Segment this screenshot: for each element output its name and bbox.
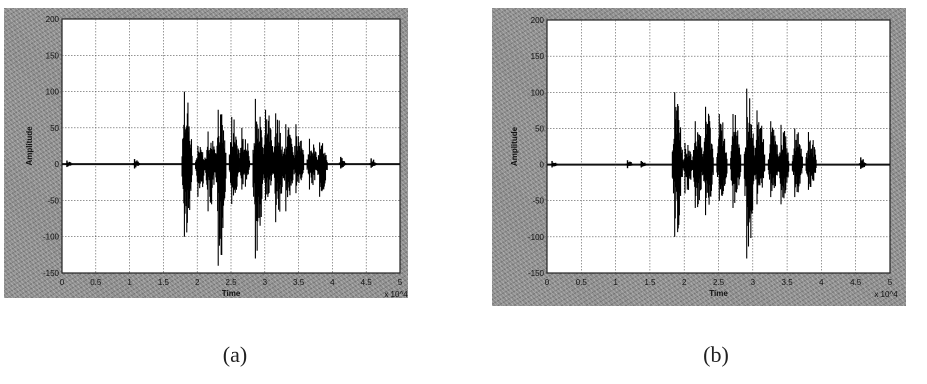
- x-tick-label: 4.5: [850, 278, 862, 287]
- waveform-burst: [316, 142, 328, 197]
- waveform-burst: [369, 158, 377, 168]
- chart-panel-a: 0 0.5 1 1.5 2 2.5 3 3.5 4 4.5 5 200 150 100 50 0 -50 -100…: [4, 8, 408, 299]
- y-axis-label: Amplitude: [25, 126, 34, 166]
- chart-panel-b: 0 0.5 1 1.5 2 2.5 3 3.5 4 4.5 5 200 150 100 50 0 -50 -100…: [492, 8, 906, 306]
- waveform-burst: [858, 157, 867, 169]
- waveform-burst: [625, 160, 634, 169]
- waveform-burst: [132, 159, 141, 169]
- waveform-burst: [338, 156, 347, 169]
- y-tick-label: -100: [43, 233, 60, 242]
- waveform-burst: [743, 88, 755, 259]
- x-tick-label: 4.5: [361, 278, 373, 287]
- waveform-burst: [716, 113, 728, 201]
- x-tick-label: 1.5: [644, 278, 656, 287]
- waveform-burst: [306, 138, 318, 190]
- x-tick-label: 2: [195, 278, 200, 287]
- waveform-plot-a: 0 0.5 1 1.5 2 2.5 3 3.5 4 4.5 5 200 150 100 50 0 -50 -100…: [25, 15, 408, 299]
- waveform-burst: [791, 128, 803, 198]
- y-tick-label: 200: [531, 16, 545, 25]
- x-tick-label: 1: [127, 278, 132, 287]
- waveform-plot-b: 0 0.5 1 1.5 2 2.5 3 3.5 4 4.5 5 200 150 100 50 0 -50 -100…: [510, 16, 898, 299]
- waveform-burst: [805, 132, 817, 190]
- y-tick-label: -150: [43, 269, 60, 278]
- waveform-burst: [181, 91, 193, 237]
- x-tick-label: 0: [545, 278, 550, 287]
- x-tick-label: 1: [613, 278, 618, 287]
- caption-b: (b): [703, 342, 729, 367]
- waveform-burst: [702, 106, 714, 216]
- y-tick-label: 100: [46, 88, 60, 97]
- y-axis-label: Amplitude: [510, 126, 519, 166]
- x-axis-label: Time: [709, 289, 728, 298]
- caption-a: (a): [222, 342, 248, 367]
- y-tick-label: 0: [55, 160, 60, 169]
- x-tick-label: 0: [60, 278, 65, 287]
- waveform-burst: [778, 124, 790, 205]
- x-tick-label: 5: [888, 278, 893, 287]
- waveform-burst: [671, 92, 683, 237]
- x-tick-label: 2.5: [713, 278, 725, 287]
- waveform-burst: [682, 142, 694, 194]
- waveform-burst: [293, 124, 305, 194]
- x-tick-label: 0.5: [576, 278, 588, 287]
- waveform-burst: [639, 160, 647, 168]
- y-tick-label: -50: [532, 197, 544, 206]
- waveform-burst: [730, 113, 742, 208]
- waveform-burst: [767, 121, 779, 198]
- x-tick-label: 3.5: [782, 278, 794, 287]
- x-tick-label: 4: [330, 278, 335, 287]
- y-tick-label: 50: [535, 124, 544, 133]
- waveform-burst: [205, 131, 217, 212]
- x-tick-label: 2: [682, 278, 687, 287]
- waveform-burst: [550, 160, 558, 168]
- waveform-burst: [65, 160, 73, 168]
- y-tick-label: 150: [531, 52, 545, 61]
- y-tick-label: 100: [531, 88, 545, 97]
- x-tick-label: 0.5: [90, 278, 102, 287]
- y-tick-label: -150: [528, 269, 545, 278]
- waveform-burst: [215, 109, 227, 266]
- waveform-burst: [238, 127, 251, 190]
- x-tick-label: 2.5: [225, 278, 237, 287]
- waveform-burst: [228, 116, 240, 205]
- x-multiplier-label: x 10^4: [874, 290, 898, 299]
- x-tick-label: 4: [819, 278, 824, 287]
- y-tick-label: 150: [46, 51, 60, 60]
- y-tick-label: -100: [528, 233, 545, 242]
- y-tick-label: 50: [50, 124, 59, 133]
- waveform-burst: [195, 146, 207, 197]
- x-tick-label: 3.5: [293, 278, 305, 287]
- y-tick-label: 0: [540, 161, 545, 170]
- x-tick-label: 3: [751, 278, 756, 287]
- waveform-burst: [754, 110, 766, 205]
- y-tick-label: -50: [47, 196, 59, 205]
- y-tick-label: 200: [46, 15, 60, 24]
- x-multiplier-label: x 10^4: [384, 290, 408, 299]
- x-tick-label: 3: [263, 278, 268, 287]
- waveform-burst: [692, 121, 704, 208]
- x-tick-label: 1.5: [158, 278, 170, 287]
- waveform-burst: [252, 98, 264, 259]
- x-tick-label: 5: [398, 278, 403, 287]
- x-axis-label: Time: [222, 289, 241, 298]
